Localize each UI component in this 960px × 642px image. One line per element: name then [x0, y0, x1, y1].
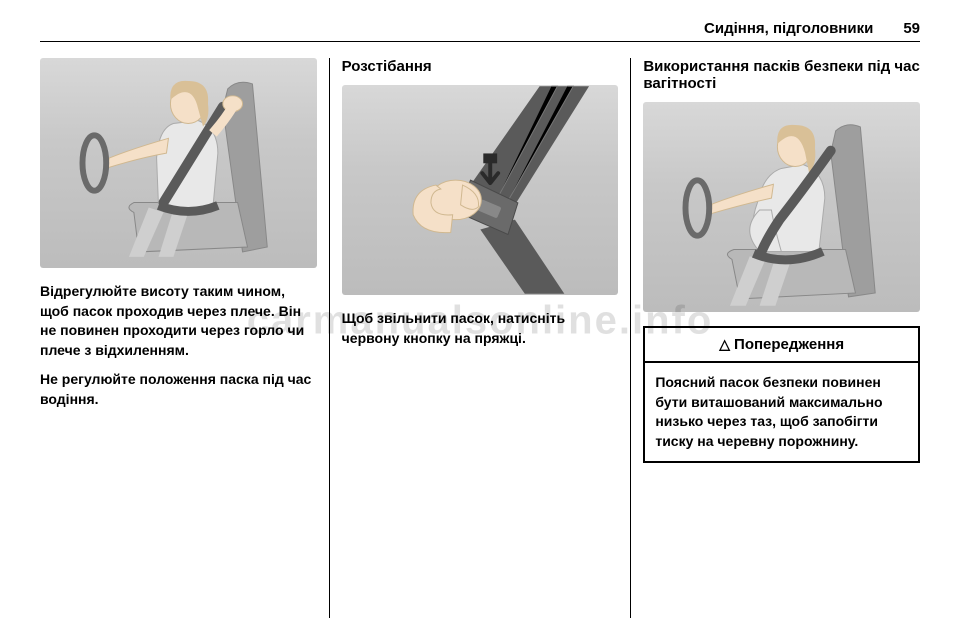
column-right: Використання пасків безпеки під час вагі…: [631, 58, 920, 618]
header-page-number: 59: [903, 20, 920, 37]
right-heading: Використання пасків безпеки під час вагі…: [643, 58, 920, 92]
warning-triangle-icon: △: [719, 336, 730, 353]
left-paragraph-2: Не регулюйте положення паска під час вод…: [40, 370, 317, 409]
page-header: Сидіння, підголовники 59: [40, 20, 920, 42]
left-paragraph-1: Відрегулюйте висоту таким чином, щоб пас…: [40, 282, 317, 360]
warning-title: Попередження: [734, 336, 844, 353]
content-columns: Відрегулюйте висоту таким чином, щоб пас…: [40, 58, 920, 618]
middle-heading: Розстібання: [342, 58, 619, 75]
illustration-seatbelt-height-adjust: [40, 58, 317, 268]
warning-header: △Попередження: [645, 328, 918, 363]
illustration-seatbelt-pregnancy: [643, 102, 920, 312]
header-section-title: Сидіння, підголовники: [704, 20, 873, 37]
column-left: Відрегулюйте висоту таким чином, щоб пас…: [40, 58, 330, 618]
middle-paragraph: Щоб звільнити пасок, натисніть червону к…: [342, 309, 619, 348]
column-middle: Розстібання: [330, 58, 632, 618]
warning-box: △Попередження Поясний пасок безпеки пови…: [643, 326, 920, 463]
warning-body-text: Поясний пасок безпеки повинен бути виташ…: [645, 363, 918, 461]
illustration-seatbelt-release: [342, 85, 619, 295]
